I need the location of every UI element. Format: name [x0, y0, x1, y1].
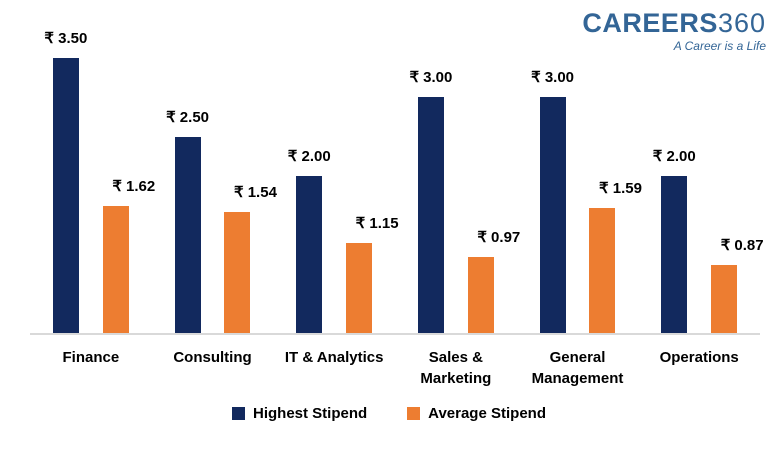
- bar-highest-stipend-operations: [661, 175, 688, 333]
- bar-group-finance: ₹ 3.50 ₹ 1.62: [30, 28, 155, 333]
- plot-area: ₹ 3.50 ₹ 1.62 ₹ 2.50 ₹ 1.54 ₹ 2.00 ₹ 1.15 ₹ 3.…: [30, 28, 764, 335]
- bar-group-sales-marketing: ₹ 3.00 ₹ 0.97: [395, 28, 520, 333]
- careers360-wordmark: CAREERS360: [582, 10, 766, 37]
- legend-label-average-stipend: Average Stipend: [428, 405, 546, 422]
- bar-average-stipend-finance: [102, 205, 129, 333]
- value-label-average-stipend-consulting: ₹ 1.54: [234, 184, 277, 201]
- legend-label-highest-stipend: Highest Stipend: [253, 405, 368, 422]
- bar-highest-stipend-it-analytics: [296, 175, 323, 333]
- value-label-average-stipend-it-analytics: ₹ 1.15: [355, 214, 399, 232]
- logo-tagline: A Career is a Life: [673, 39, 766, 53]
- legend: Highest Stipend Average Stipend: [0, 405, 778, 422]
- logo-brand-text: CAREERS: [582, 8, 718, 38]
- value-label-average-stipend-operations: ₹ 0.87: [720, 236, 764, 254]
- value-label-highest-stipend-general-management: ₹ 3.00: [531, 69, 575, 87]
- category-label-general-management: General Management: [531, 349, 624, 387]
- careers360-logo: CAREERS360 A Career is a Life: [582, 10, 766, 53]
- bar-col-average-stipend-it-analytics: ₹ 1.15: [338, 214, 399, 333]
- bar-average-stipend-operations: [711, 264, 738, 333]
- value-label-highest-stipend-operations: ₹ 2.00: [652, 147, 696, 165]
- bar-highest-stipend-finance: [52, 58, 79, 333]
- legend-item-highest-stipend: Highest Stipend: [232, 405, 367, 422]
- bar-highest-stipend-consulting: [174, 136, 201, 333]
- value-label-highest-stipend-finance: ₹ 3.50: [44, 30, 88, 47]
- bar-group-operations: ₹ 2.00 ₹ 0.87: [638, 28, 764, 333]
- bar-col-average-stipend-sales-marketing: ₹ 0.97: [459, 228, 520, 333]
- bar-highest-stipend-general-management: [539, 97, 566, 333]
- bar-col-highest-stipend-it-analytics: ₹ 2.00: [288, 147, 331, 333]
- category-label-sales-marketing: Sales & Marketing: [420, 349, 492, 387]
- bar-col-highest-stipend-sales-marketing: ₹ 3.00: [409, 68, 452, 333]
- category-label-operations: Operations: [659, 349, 739, 366]
- category-label-consulting: Consulting: [173, 349, 252, 366]
- bar-col-average-stipend-finance: ₹ 1.62: [94, 177, 155, 333]
- bar-col-average-stipend-consulting: ₹ 1.54: [216, 183, 277, 333]
- bar-group-it-analytics: ₹ 2.00 ₹ 1.15: [273, 28, 399, 333]
- bar-average-stipend-general-management: [589, 208, 616, 333]
- bar-col-average-stipend-operations: ₹ 0.87: [703, 236, 764, 333]
- value-label-highest-stipend-it-analytics: ₹ 2.00: [287, 147, 331, 165]
- bar-col-highest-stipend-general-management: ₹ 3.00: [531, 68, 574, 333]
- value-label-highest-stipend-sales-marketing: ₹ 3.00: [409, 69, 453, 87]
- bar-average-stipend-consulting: [224, 212, 251, 333]
- legend-swatch-highest-stipend: [232, 407, 245, 420]
- bar-col-highest-stipend-finance: ₹ 3.50: [44, 29, 87, 333]
- bar-group-general-management: ₹ 3.00 ₹ 1.59: [517, 28, 642, 333]
- value-label-average-stipend-sales-marketing: ₹ 0.97: [477, 228, 521, 246]
- bar-average-stipend-sales-marketing: [467, 256, 494, 333]
- category-label-it-analytics: IT & Analytics: [284, 349, 384, 366]
- category-label-finance: Finance: [62, 349, 120, 366]
- category-axis: Finance Consulting IT & Analytics Sales & M…: [30, 335, 760, 389]
- bar-average-stipend-it-analytics: [346, 242, 373, 333]
- bar-col-highest-stipend-operations: ₹ 2.00: [653, 147, 696, 333]
- bar-highest-stipend-sales-marketing: [417, 97, 444, 333]
- logo-360-text: 360: [717, 8, 766, 38]
- bar-group-consulting: ₹ 2.50 ₹ 1.54: [152, 28, 277, 333]
- bar-col-highest-stipend-consulting: ₹ 2.50: [166, 108, 209, 333]
- value-label-average-stipend-finance: ₹ 1.62: [112, 177, 156, 195]
- legend-item-average-stipend: Average Stipend: [407, 405, 546, 422]
- value-label-average-stipend-general-management: ₹ 1.59: [599, 180, 642, 198]
- legend-swatch-average-stipend: [407, 407, 421, 420]
- value-label-highest-stipend-consulting: ₹ 2.50: [166, 108, 209, 126]
- bar-col-average-stipend-general-management: ₹ 1.59: [581, 179, 642, 333]
